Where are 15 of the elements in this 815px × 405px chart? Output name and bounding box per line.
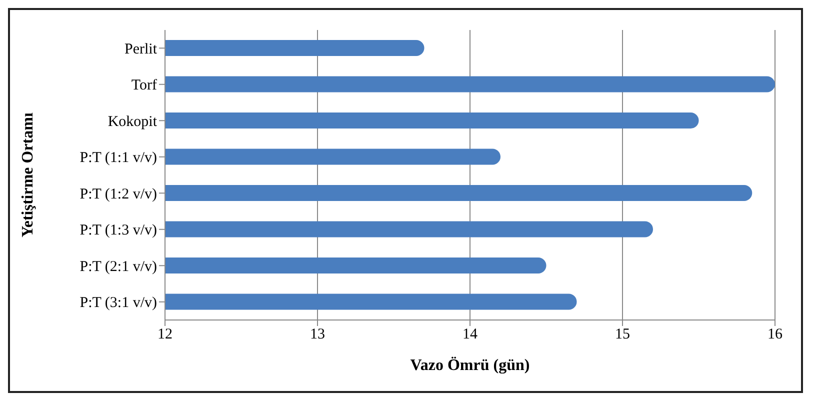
x-tick-label: 15: [615, 326, 630, 343]
x-tick-label: 14: [462, 326, 478, 343]
x-tick-label: 12: [158, 326, 172, 343]
y-tick-label: P:T (2:1 v/v): [80, 258, 157, 275]
x-tick-label: 16: [768, 326, 783, 343]
x-axis-title: Vazo Ömrü (gün): [410, 356, 530, 374]
x-tick-label: 13: [310, 326, 325, 343]
y-tick-label: P:T (1:2 v/v): [80, 186, 157, 202]
y-tick-label: P:T (1:3 v/v): [80, 222, 157, 239]
y-tick-label: P:T (3:1 v/v): [80, 295, 157, 312]
y-tick-label: Kokopit: [108, 114, 158, 130]
y-tick-label: Perlit: [124, 41, 158, 58]
y-tick-label: P:T (1:1 v/v): [80, 150, 157, 166]
y-tick-label: Torf: [131, 78, 157, 94]
y-axis-title: Yetiştirme Ortamı: [20, 112, 37, 238]
